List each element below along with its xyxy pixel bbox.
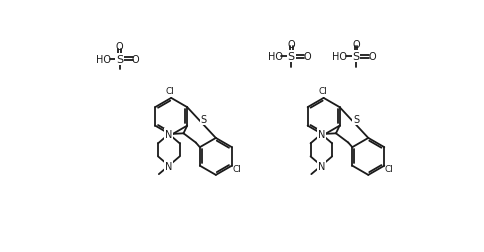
- Text: O: O: [303, 52, 311, 62]
- Text: N: N: [165, 161, 172, 171]
- Text: O: O: [367, 52, 375, 62]
- Text: O: O: [351, 40, 359, 49]
- Text: S: S: [352, 52, 359, 62]
- Text: Cl: Cl: [318, 87, 327, 96]
- Text: S: S: [287, 52, 294, 62]
- Text: HO: HO: [332, 52, 347, 62]
- Text: N: N: [317, 161, 324, 171]
- Text: O: O: [287, 40, 294, 49]
- Text: S: S: [200, 115, 207, 125]
- Text: N: N: [317, 130, 324, 140]
- Text: Cl: Cl: [231, 165, 241, 174]
- Text: O: O: [132, 54, 139, 64]
- Text: S: S: [352, 115, 359, 125]
- Text: S: S: [116, 54, 123, 64]
- Text: Cl: Cl: [384, 165, 393, 174]
- Text: HO: HO: [96, 54, 111, 64]
- Text: N: N: [165, 130, 172, 140]
- Text: HO: HO: [267, 52, 282, 62]
- Text: O: O: [116, 42, 123, 52]
- Text: Cl: Cl: [166, 87, 175, 96]
